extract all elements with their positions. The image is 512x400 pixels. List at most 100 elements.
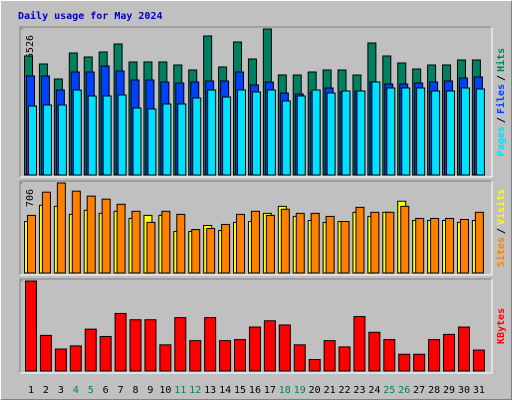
legend-separator: / <box>496 117 507 123</box>
x-tick-label: 31 <box>473 385 485 396</box>
legend-entry: Hits <box>495 48 507 72</box>
legend: KBytes <box>496 308 507 344</box>
bar <box>237 89 247 176</box>
bar <box>430 217 440 274</box>
legend-entry: Files <box>495 84 507 114</box>
bar <box>356 90 366 176</box>
bar <box>236 213 246 274</box>
panel-edge-light <box>20 181 493 276</box>
x-tick-label: 21 <box>324 385 336 396</box>
bar <box>413 353 426 372</box>
bar <box>353 316 366 372</box>
bar <box>431 90 441 176</box>
bar <box>28 105 37 176</box>
x-tick-label: 2 <box>43 385 49 396</box>
bar <box>400 205 410 274</box>
bar <box>161 210 171 274</box>
bar <box>281 100 291 176</box>
bar <box>368 331 381 372</box>
bar <box>84 328 97 372</box>
bar <box>263 320 276 372</box>
bar <box>445 217 455 274</box>
bar <box>41 191 51 274</box>
x-tick-label: 12 <box>189 385 201 396</box>
legend-separator: / <box>496 228 507 234</box>
y-tick-label: 16526 <box>25 35 36 65</box>
bar <box>311 89 321 176</box>
x-tick-label: 27 <box>413 385 425 396</box>
bar <box>132 107 142 176</box>
bar <box>355 206 365 274</box>
bar <box>295 212 305 274</box>
x-tick-label: 13 <box>204 385 216 396</box>
bar <box>398 353 411 372</box>
bar <box>207 89 217 176</box>
bar <box>472 349 485 372</box>
bar <box>87 95 97 176</box>
bar <box>204 317 217 372</box>
chart-title: Daily usage for May 2024 <box>18 10 163 22</box>
bar <box>385 211 395 274</box>
bar <box>265 214 275 274</box>
bar <box>177 103 187 176</box>
x-tick-label: 11 <box>174 385 186 396</box>
bar <box>101 198 111 274</box>
legend-entry: Visits <box>495 189 507 225</box>
bar <box>146 221 156 274</box>
bar <box>326 92 336 176</box>
bar <box>189 340 202 372</box>
legend-entry: KBytes <box>496 308 507 344</box>
bar <box>174 317 187 372</box>
bar <box>222 96 232 176</box>
bar <box>219 340 232 372</box>
bar <box>39 334 52 372</box>
bar <box>474 211 484 274</box>
bar <box>371 81 381 176</box>
bar <box>42 104 52 176</box>
x-tick-label: 19 <box>294 385 306 396</box>
panel-edge-dark <box>19 180 492 275</box>
x-tick-label: 4 <box>73 385 79 396</box>
bar <box>206 228 216 274</box>
bar <box>296 95 306 176</box>
x-tick-label: 3 <box>58 385 64 396</box>
bar <box>192 97 202 176</box>
bar <box>251 91 261 176</box>
x-tick-label: 29 <box>443 385 455 396</box>
bar <box>310 212 320 274</box>
bar <box>162 103 172 176</box>
bar <box>443 333 456 372</box>
bar <box>416 87 426 176</box>
x-tick-label: 25 <box>383 385 395 396</box>
bar <box>323 340 336 372</box>
bar <box>234 339 247 372</box>
bar <box>280 208 290 274</box>
bar <box>176 213 186 274</box>
legend-separator: / <box>496 75 507 81</box>
bar <box>250 210 260 274</box>
bar <box>72 89 82 176</box>
x-tick-label: 26 <box>398 385 410 396</box>
bar <box>293 344 306 372</box>
x-tick-label: 6 <box>103 385 109 396</box>
bar <box>325 215 335 274</box>
bar <box>278 324 291 372</box>
x-tick-label: 1 <box>28 385 34 396</box>
bar <box>54 348 67 372</box>
bar <box>116 203 126 274</box>
bar <box>401 87 411 176</box>
bar <box>341 90 351 176</box>
legend: Pages / Files / Hits <box>495 48 507 156</box>
bar <box>99 335 112 372</box>
x-tick-label: 30 <box>458 385 470 396</box>
bar <box>56 182 66 274</box>
x-tick-label: 23 <box>353 385 365 396</box>
legend: Sites / Visits <box>495 189 507 267</box>
bar <box>457 326 470 372</box>
x-tick-label: 10 <box>159 385 171 396</box>
x-tick-label: 9 <box>147 385 153 396</box>
bar <box>308 358 321 372</box>
x-tick-label: 18 <box>279 385 291 396</box>
